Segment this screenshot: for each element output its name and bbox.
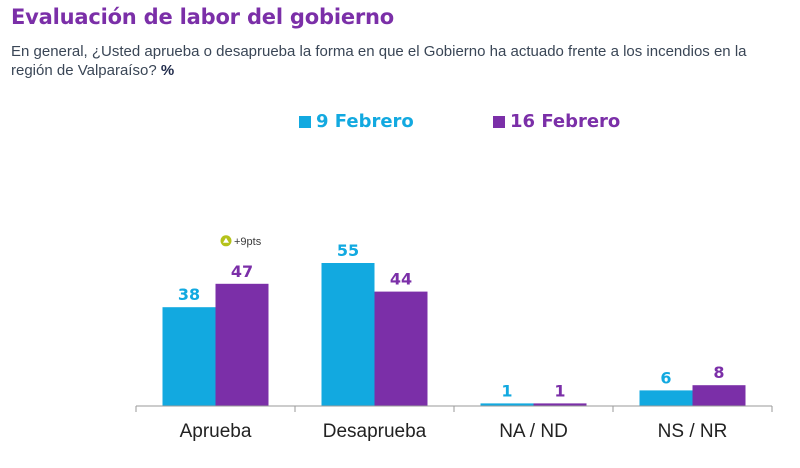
legend-label-series-2: 16 Febrero — [510, 111, 621, 132]
data-label: 8 — [713, 363, 724, 382]
category-label: Aprueba — [180, 421, 252, 442]
bar-desaprueba-series-2 — [374, 291, 428, 406]
data-label: 1 — [554, 381, 565, 400]
bar-na-nd-series-2 — [533, 403, 587, 406]
legend-item-series-2: 16 Febrero — [493, 111, 620, 132]
category-label: Desaprueba — [323, 421, 427, 442]
data-label: 47 — [231, 262, 253, 281]
data-label: 6 — [660, 368, 671, 387]
chart-legend: 9 Febrero 16 Febrero — [0, 111, 800, 137]
data-label: 44 — [390, 270, 412, 289]
subtitle-text: En general, ¿Usted aprueba o desaprueba … — [11, 43, 747, 79]
category-label: NA / ND — [499, 421, 568, 442]
category-label: NS / NR — [658, 421, 728, 442]
chart-title: Evaluación de labor del gobierno — [11, 5, 394, 29]
chart-subtitle: En general, ¿Usted aprueba o desaprueba … — [11, 42, 791, 80]
legend-item-series-1: 9 Febrero — [299, 111, 414, 132]
unit-label: % — [160, 62, 175, 79]
legend-swatch-series-1 — [299, 115, 311, 128]
bar-ns-nr-series-1 — [639, 390, 693, 406]
legend-label-series-1: 9 Febrero — [316, 111, 414, 132]
bar-na-nd-series-1 — [480, 403, 534, 406]
data-label: 55 — [337, 241, 359, 260]
data-label: 38 — [178, 285, 200, 304]
data-label: 1 — [501, 381, 512, 400]
bar-desaprueba-series-1 — [321, 263, 375, 406]
annotation-text: +9pts — [234, 236, 262, 248]
bar-ns-nr-series-2 — [692, 385, 746, 406]
legend-swatch-series-2 — [493, 115, 505, 128]
up-arrow-glyph — [223, 237, 229, 243]
bar-aprueba-series-2 — [215, 283, 269, 406]
bar-aprueba-series-1 — [162, 307, 216, 406]
